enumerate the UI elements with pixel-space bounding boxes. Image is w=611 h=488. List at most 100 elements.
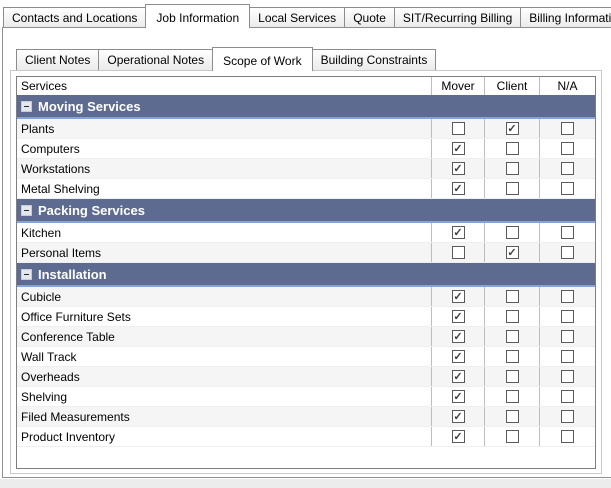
client-checkbox[interactable]	[505, 390, 519, 403]
window-background-strip	[0, 479, 611, 488]
mover-checkbox[interactable]	[451, 410, 465, 423]
mover-checkbox[interactable]	[451, 330, 465, 343]
subtab-client-notes[interactable]: Client Notes	[16, 49, 100, 70]
mover-cell	[431, 223, 484, 242]
na-checkbox[interactable]	[561, 290, 574, 303]
column-header-client[interactable]: Client	[484, 77, 539, 95]
client-cell	[484, 287, 539, 306]
na-cell	[539, 139, 595, 158]
mover-checkbox[interactable]	[451, 142, 465, 155]
mover-cell	[431, 347, 484, 366]
na-cell	[539, 159, 595, 178]
mover-checkbox[interactable]	[451, 390, 465, 403]
client-cell	[484, 367, 539, 386]
service-row-computers: Computers	[17, 139, 595, 159]
client-cell	[484, 307, 539, 326]
client-checkbox[interactable]	[505, 350, 519, 363]
client-checkbox[interactable]	[505, 430, 519, 443]
client-checkbox[interactable]	[505, 246, 519, 259]
na-checkbox[interactable]	[561, 350, 574, 363]
na-cell	[539, 347, 595, 366]
client-checkbox[interactable]	[505, 122, 519, 135]
client-cell	[484, 119, 539, 138]
scope-of-work-panel: Services Mover Client N/A Moving Services Pl…	[10, 70, 602, 474]
tab-local-services[interactable]: Local Services	[249, 7, 346, 27]
mover-cell	[431, 307, 484, 326]
group-header-packing-services[interactable]: Packing Services	[17, 199, 595, 223]
na-checkbox[interactable]	[561, 142, 574, 155]
client-checkbox[interactable]	[505, 226, 519, 239]
minus-box-icon[interactable]	[21, 100, 32, 112]
mover-checkbox[interactable]	[451, 290, 465, 303]
na-checkbox[interactable]	[561, 370, 574, 383]
client-checkbox[interactable]	[505, 142, 519, 155]
client-checkbox[interactable]	[505, 290, 519, 303]
service-row-conference-table: Conference Table	[17, 327, 595, 347]
na-checkbox[interactable]	[561, 310, 574, 323]
client-checkbox[interactable]	[505, 310, 519, 323]
na-checkbox[interactable]	[561, 246, 574, 259]
na-checkbox[interactable]	[561, 226, 574, 239]
mover-cell	[431, 287, 484, 306]
service-name: Wall Track	[21, 349, 77, 364]
tab-billing-information[interactable]: Billing Information	[520, 7, 611, 27]
service-row-wall-track: Wall Track	[17, 347, 595, 367]
mover-cell	[431, 179, 484, 198]
na-checkbox[interactable]	[561, 182, 574, 195]
client-cell	[484, 179, 539, 198]
na-checkbox[interactable]	[561, 390, 574, 403]
column-header-mover[interactable]: Mover	[431, 77, 484, 95]
client-cell	[484, 427, 539, 446]
na-checkbox[interactable]	[561, 162, 574, 175]
na-checkbox[interactable]	[561, 410, 574, 423]
service-name: Office Furniture Sets	[21, 309, 131, 324]
mover-checkbox[interactable]	[451, 182, 465, 195]
service-row-shelving: Shelving	[17, 387, 595, 407]
column-header-services[interactable]: Services	[21, 79, 68, 93]
service-row-kitchen: Kitchen	[17, 223, 595, 243]
subtab-building-constraints[interactable]: Building Constraints	[311, 49, 437, 70]
tab-contacts-and-locations[interactable]: Contacts and Locations	[3, 7, 147, 27]
service-row-filed-measurements: Filed Measurements	[17, 407, 595, 427]
client-cell	[484, 327, 539, 346]
na-cell	[539, 287, 595, 306]
services-grid-body: Moving Services Plants Computers Workstatio…	[17, 95, 595, 447]
group-label: Moving Services	[38, 98, 141, 114]
service-row-overheads: Overheads	[17, 367, 595, 387]
mover-checkbox[interactable]	[451, 226, 465, 239]
subtab-scope-of-work[interactable]: Scope of Work	[212, 47, 313, 71]
group-header-installation[interactable]: Installation	[17, 263, 595, 287]
na-checkbox[interactable]	[561, 430, 574, 443]
column-header-n-a[interactable]: N/A	[539, 77, 595, 95]
client-checkbox[interactable]	[505, 162, 519, 175]
na-cell	[539, 407, 595, 426]
na-checkbox[interactable]	[561, 122, 574, 135]
service-name: Plants	[21, 121, 55, 136]
service-name: Kitchen	[21, 225, 62, 240]
mover-checkbox[interactable]	[451, 310, 465, 323]
client-checkbox[interactable]	[505, 182, 519, 195]
na-checkbox[interactable]	[561, 330, 574, 343]
client-checkbox[interactable]	[505, 410, 519, 423]
mover-checkbox[interactable]	[451, 162, 465, 175]
client-checkbox[interactable]	[505, 330, 519, 343]
client-cell	[484, 139, 539, 158]
minus-box-icon[interactable]	[21, 204, 32, 216]
tab-job-information[interactable]: Job Information	[145, 4, 251, 28]
minus-box-icon[interactable]	[21, 268, 32, 280]
mover-checkbox[interactable]	[451, 430, 465, 443]
service-name: Conference Table	[21, 329, 115, 344]
mover-cell	[431, 327, 484, 346]
service-row-metal-shelving: Metal Shelving	[17, 179, 595, 199]
mover-checkbox[interactable]	[451, 370, 465, 383]
client-cell	[484, 347, 539, 366]
tab-sit-recurring-billing[interactable]: SIT/Recurring Billing	[393, 7, 522, 27]
subtab-operational-notes[interactable]: Operational Notes	[98, 49, 214, 70]
mover-checkbox[interactable]	[451, 122, 465, 135]
group-header-moving-services[interactable]: Moving Services	[17, 95, 595, 119]
mover-checkbox[interactable]	[451, 350, 465, 363]
client-checkbox[interactable]	[505, 370, 519, 383]
tab-quote[interactable]: Quote	[344, 7, 395, 27]
na-cell	[539, 327, 595, 346]
mover-checkbox[interactable]	[451, 246, 465, 259]
